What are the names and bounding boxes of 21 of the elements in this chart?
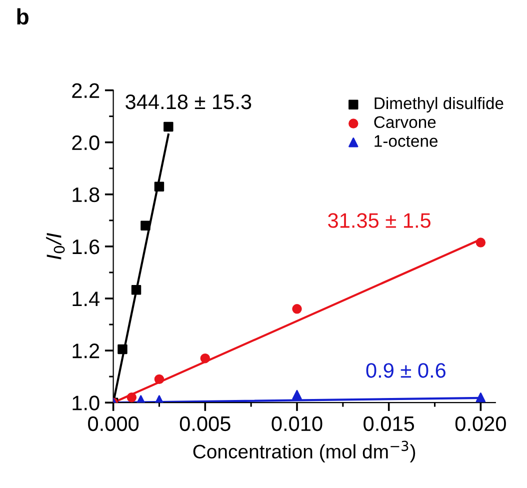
annotation: 0.9 ± 0.6 bbox=[366, 363, 446, 378]
y-tick-label: 1.6 bbox=[72, 239, 100, 254]
x-tick-label: 0.010 bbox=[272, 416, 322, 432]
y-tick-label: 2.0 bbox=[72, 135, 100, 150]
y-tick-label: 1.2 bbox=[72, 344, 100, 358]
y-axis-title: I$_{0}$/I bbox=[46, 233, 65, 260]
y-tick-label: 1.0 bbox=[72, 396, 100, 410]
annotation: 31.35 ± 1.5 bbox=[328, 213, 430, 228]
annotation: 344.18 ± 15.3 bbox=[126, 94, 252, 110]
y-tick-label: 1.4 bbox=[72, 292, 100, 306]
y-tick-label: 2.2 bbox=[72, 83, 100, 98]
chart-title: b bbox=[17, 8, 28, 25]
x-tick-label: 0.005 bbox=[180, 416, 230, 432]
x-tick-label: 0.020 bbox=[455, 416, 506, 432]
x-tick-label: 0.000 bbox=[88, 416, 139, 432]
x-axis-title: Concentration (mol dm$^{−3}$) bbox=[193, 440, 416, 462]
y-tick-label: 1.8 bbox=[72, 187, 100, 202]
legend-label: Dimethyl disulfide bbox=[374, 96, 504, 112]
x-tick-label: 0.015 bbox=[364, 416, 414, 432]
legend-label: Carvone bbox=[374, 116, 436, 128]
legend-label: 1-octene bbox=[374, 135, 438, 147]
